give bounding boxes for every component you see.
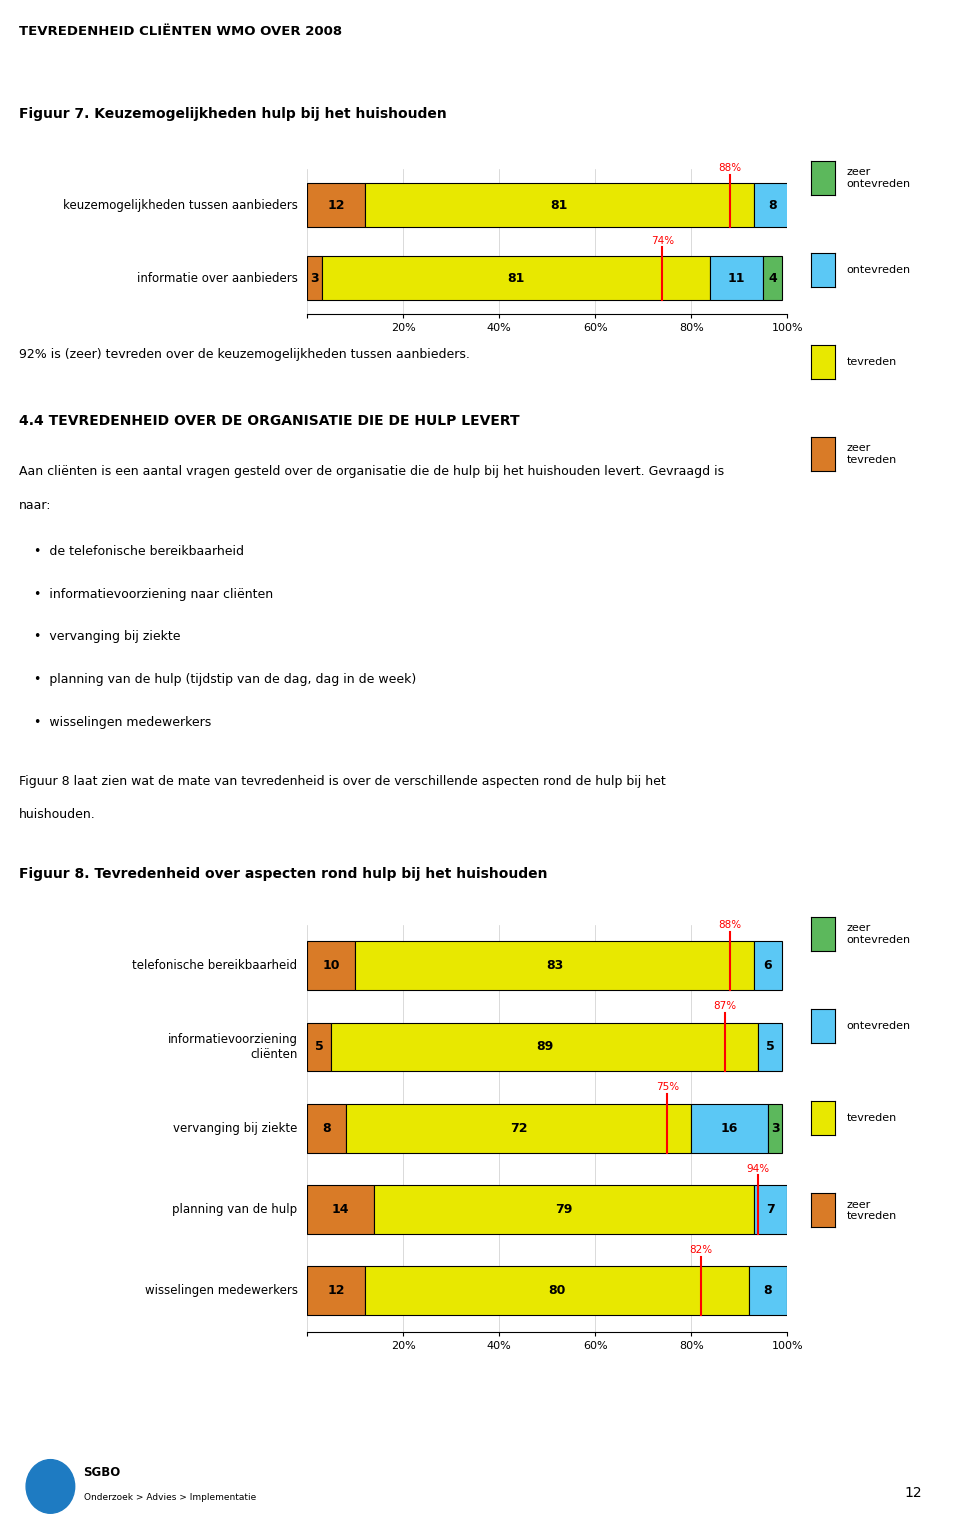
Text: •  de telefonische bereikbaarheid: • de telefonische bereikbaarheid (34, 545, 244, 557)
Text: •  wisselingen medewerkers: • wisselingen medewerkers (34, 716, 211, 729)
Text: zeer
tevreden: zeer tevreden (847, 1200, 897, 1221)
Bar (754, 942, 782, 989)
Bar (307, 1104, 346, 1152)
Text: 72: 72 (510, 1121, 527, 1135)
Circle shape (26, 1460, 75, 1513)
Text: 89: 89 (537, 1040, 553, 1054)
Text: 88%: 88% (718, 163, 741, 173)
Text: 83: 83 (546, 959, 563, 973)
Bar (307, 942, 355, 989)
Bar (710, 256, 763, 301)
Text: 92% is (zeer) tevreden over de keuzemogelijkheden tussen aanbieders.: 92% is (zeer) tevreden over de keuzemoge… (19, 348, 470, 360)
Text: Figuur 8 laat zien wat de mate van tevredenheid is over de verschillende aspecte: Figuur 8 laat zien wat de mate van tevre… (19, 775, 666, 787)
Text: ontevreden: ontevreden (847, 265, 911, 275)
Text: Figuur 7. Keuzemogelijkheden hulp bij het huishouden: Figuur 7. Keuzemogelijkheden hulp bij he… (19, 107, 447, 121)
Text: 7: 7 (766, 1203, 775, 1216)
Text: 6: 6 (764, 959, 772, 973)
Text: 10: 10 (323, 959, 340, 973)
Text: 11: 11 (728, 272, 746, 284)
Bar (307, 256, 322, 301)
Text: Aan cliënten is een aantal vragen gesteld over de organisatie die de hulp bij he: Aan cliënten is een aantal vragen gestel… (19, 465, 725, 477)
Bar (331, 1023, 758, 1071)
Text: 8: 8 (764, 1284, 772, 1298)
Bar (768, 1104, 782, 1152)
Text: 74%: 74% (651, 236, 674, 245)
Text: 12: 12 (327, 1284, 345, 1298)
Text: telefonische bereikbaarheid: telefonische bereikbaarheid (132, 959, 298, 973)
Text: •  planning van de hulp (tijdstip van de dag, dag in de week): • planning van de hulp (tijdstip van de … (34, 673, 416, 686)
Text: 5: 5 (766, 1040, 775, 1054)
Bar (758, 1023, 782, 1071)
Text: 4.4 TEVREDENHEID OVER DE ORGANISATIE DIE DE HULP LEVERT: 4.4 TEVREDENHEID OVER DE ORGANISATIE DIE… (19, 414, 519, 428)
Text: planning van de hulp: planning van de hulp (173, 1203, 298, 1216)
Text: SGBO: SGBO (84, 1467, 121, 1479)
Text: keuzemogelijkheden tussen aanbieders: keuzemogelijkheden tussen aanbieders (62, 199, 298, 212)
Text: 94%: 94% (747, 1164, 770, 1174)
Text: •  vervanging bij ziekte: • vervanging bij ziekte (34, 630, 180, 643)
Text: 81: 81 (507, 272, 525, 284)
Bar (365, 183, 754, 227)
Bar (374, 1186, 754, 1233)
Bar (691, 1104, 768, 1152)
Text: 75%: 75% (656, 1083, 679, 1092)
Text: 81: 81 (550, 199, 568, 212)
Text: vervanging bij ziekte: vervanging bij ziekte (173, 1121, 298, 1135)
Text: 4: 4 (768, 272, 778, 284)
Bar (307, 1186, 374, 1233)
Text: 80: 80 (548, 1284, 565, 1298)
Text: huishouden.: huishouden. (19, 808, 96, 821)
Text: zeer
tevreden: zeer tevreden (847, 443, 897, 465)
Bar (346, 1104, 691, 1152)
Text: informatievoorziening
cliënten: informatievoorziening cliënten (168, 1032, 298, 1062)
Text: 16: 16 (721, 1121, 738, 1135)
Text: wisselingen medewerkers: wisselingen medewerkers (145, 1284, 298, 1298)
Bar (763, 256, 782, 301)
Text: 3: 3 (310, 272, 319, 284)
Text: 8: 8 (769, 199, 777, 212)
Bar (365, 1267, 749, 1315)
Bar (754, 1186, 787, 1233)
Bar (322, 256, 710, 301)
Text: 12: 12 (904, 1486, 922, 1500)
Text: TEVREDENHEID CLIËNTEN WMO OVER 2008: TEVREDENHEID CLIËNTEN WMO OVER 2008 (19, 25, 343, 37)
Text: 3: 3 (771, 1121, 780, 1135)
Text: 88%: 88% (718, 920, 741, 930)
Bar (754, 183, 792, 227)
Text: zeer
ontevreden: zeer ontevreden (847, 167, 911, 189)
Text: zeer
ontevreden: zeer ontevreden (847, 923, 911, 945)
Text: informatie over aanbieders: informatie over aanbieders (136, 272, 298, 284)
Bar (749, 1267, 787, 1315)
Text: 12: 12 (327, 199, 345, 212)
Text: 79: 79 (555, 1203, 573, 1216)
Text: tevreden: tevreden (847, 1114, 897, 1123)
Bar (307, 183, 365, 227)
Bar (307, 1023, 331, 1071)
Text: 14: 14 (332, 1203, 349, 1216)
Text: 5: 5 (315, 1040, 324, 1054)
Text: 82%: 82% (689, 1246, 712, 1255)
Text: Figuur 8. Tevredenheid over aspecten rond hulp bij het huishouden: Figuur 8. Tevredenheid over aspecten ron… (19, 867, 548, 881)
Text: •  informatievoorziening naar cliënten: • informatievoorziening naar cliënten (34, 588, 273, 600)
Text: 87%: 87% (713, 1002, 736, 1011)
Text: naar:: naar: (19, 499, 52, 511)
Text: Onderzoek > Advies > Implementatie: Onderzoek > Advies > Implementatie (84, 1493, 255, 1502)
Bar (355, 942, 754, 989)
Text: tevreden: tevreden (847, 357, 897, 367)
Text: 8: 8 (323, 1121, 330, 1135)
Text: ontevreden: ontevreden (847, 1022, 911, 1031)
Bar (307, 1267, 365, 1315)
